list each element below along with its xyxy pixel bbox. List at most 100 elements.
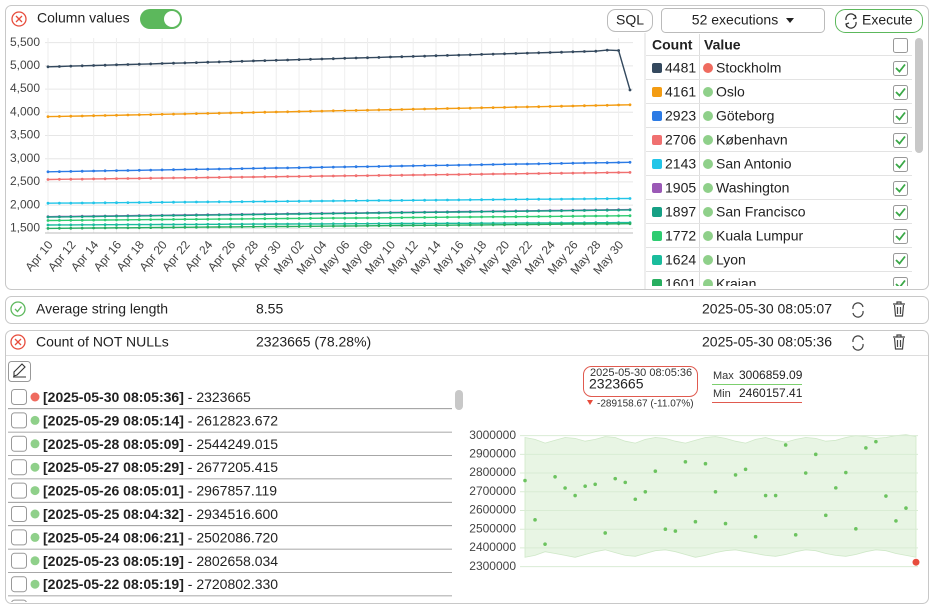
point (733, 473, 738, 477)
legend-count: 2923 (665, 108, 696, 124)
history-value: - 2323665 (184, 389, 251, 405)
y-tick-label: 1,500 (10, 221, 40, 235)
legend-name: Washington (716, 180, 789, 196)
point (553, 474, 557, 479)
history-time: [2025-05-26 08:05:01] (43, 482, 184, 498)
point (633, 497, 638, 502)
checkbox[interactable] (11, 482, 27, 499)
history-time: [2025-05-22 08:05:19] (43, 576, 184, 592)
point (783, 443, 788, 447)
checkbox[interactable] (11, 529, 27, 546)
y-tick-label: 2600000 (469, 503, 516, 517)
point (773, 493, 778, 498)
execute-label: Execute (862, 12, 913, 28)
checkbox[interactable] (11, 576, 27, 593)
check (895, 231, 906, 241)
history-entry: [2025-05-30 08:05:36] - 2323665 (43, 389, 251, 405)
point (533, 518, 537, 522)
history-value: - 2720802.330 (184, 576, 278, 592)
check (895, 279, 906, 286)
scrollbar[interactable] (455, 390, 463, 410)
history-value: - 2967857.119 (184, 482, 277, 498)
checkbox[interactable] (11, 459, 27, 476)
status-dot (30, 462, 40, 472)
edit-button[interactable] (8, 361, 31, 382)
legend-name: San Francisco (716, 204, 806, 220)
y-tick-label: 2,500 (10, 174, 40, 188)
checkbox[interactable] (11, 599, 27, 609)
refresh-button[interactable] (852, 335, 864, 351)
checkbox[interactable] (893, 38, 908, 53)
history-value: - 2934516.600 (184, 506, 278, 522)
status-dot (30, 509, 40, 519)
history-value: - 2544249.015 (184, 436, 278, 452)
history-entry: [2025-05-21 08:04:38] - 2574084.240 (43, 599, 278, 609)
point (523, 478, 527, 483)
min-label: Min (713, 388, 731, 400)
history-list: [2025-05-30 08:05:36] - 2323665 [2025-05-… (8, 389, 452, 609)
panel-time: 2025-05-30 08:05:07 (702, 301, 832, 317)
close-icon[interactable] (11, 11, 27, 27)
checkbox[interactable] (11, 435, 27, 452)
toggle[interactable] (140, 9, 182, 29)
status-dot (703, 183, 713, 193)
status-dot (703, 87, 713, 97)
series-line (46, 214, 632, 222)
y-tick-label: 3,000 (10, 151, 40, 165)
check (895, 87, 906, 97)
check (895, 207, 906, 217)
point (874, 439, 878, 444)
status-dot (703, 279, 713, 286)
series-table: 4481 Stockholm 4161 Oslo 2923 Göteborg 2706 Køb… (646, 55, 912, 286)
y-tick-label: 2900000 (469, 447, 516, 461)
checkbox[interactable] (11, 389, 27, 405)
legend-name: Stockholm (716, 60, 781, 76)
checkbox[interactable] (11, 412, 27, 429)
panel-title: Count of NOT NULLs (36, 334, 169, 350)
legend-swatch (652, 183, 662, 193)
point (593, 482, 597, 487)
point (823, 513, 828, 518)
delete-button[interactable] (893, 301, 905, 317)
point (693, 519, 698, 524)
sql-button[interactable] (607, 9, 653, 32)
checkbox[interactable] (11, 552, 27, 569)
point (643, 489, 648, 494)
legend-count: 2143 (665, 156, 696, 172)
point (543, 542, 547, 546)
y-tick-label: 2800000 (469, 465, 516, 479)
checkbox[interactable] (11, 506, 27, 522)
point (894, 519, 898, 523)
legend-swatch (652, 255, 662, 265)
current-box (583, 366, 698, 397)
y-tick-label: 2700000 (469, 484, 516, 498)
band-area (524, 434, 917, 558)
execute-button[interactable] (835, 9, 923, 33)
history-entry: [2025-05-27 08:05:29] - 2677205.415 (43, 459, 278, 475)
point (573, 493, 577, 498)
close-icon[interactable] (10, 334, 26, 350)
delete-button[interactable] (893, 334, 905, 350)
panel-title: Average string length (36, 301, 168, 317)
history-value: - 2677205.415 (184, 459, 278, 475)
legend-name: Göteborg (716, 108, 774, 124)
legend-swatch (652, 111, 662, 121)
scrollbar[interactable] (915, 38, 923, 153)
point (743, 467, 748, 472)
legend-swatch (652, 207, 662, 217)
check (895, 255, 906, 265)
legend-swatch (652, 135, 662, 145)
executions-label: 52 executions (692, 12, 778, 28)
status-dot (703, 231, 713, 241)
history-time: [2025-05-21 08:04:38] (43, 599, 184, 609)
check (895, 135, 906, 145)
y-tick-label: 2300000 (469, 559, 516, 573)
legend-count: 1624 (665, 252, 696, 268)
executions-dropdown[interactable] (661, 8, 825, 33)
y-tick-label: 5,000 (10, 58, 40, 72)
legend-count: 1905 (665, 180, 696, 196)
history-time: [2025-05-27 08:05:29] (43, 459, 184, 475)
legend-name: San Antonio (716, 156, 792, 172)
refresh-button[interactable] (852, 302, 864, 318)
panel-value: 2323665 (78.28%) (256, 334, 371, 350)
